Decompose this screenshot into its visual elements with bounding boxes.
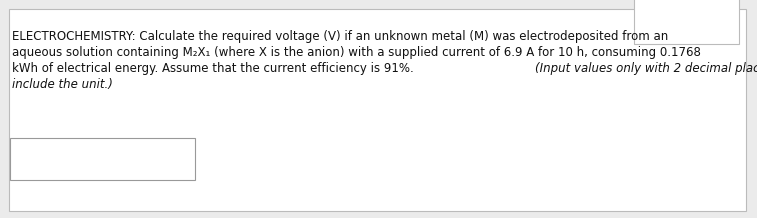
Text: aqueous solution containing M₂X₁ (where X is the anion) with a supplied current : aqueous solution containing M₂X₁ (where … [12,46,701,59]
Text: ELECTROCHEMISTRY: Calculate the required voltage (V) if an unknown metal (M) was: ELECTROCHEMISTRY: Calculate the required… [12,30,668,43]
Text: (Input values only with 2 decimal places. Do not: (Input values only with 2 decimal places… [535,62,757,75]
FancyBboxPatch shape [10,138,195,180]
Text: include the unit.): include the unit.) [12,78,113,91]
FancyBboxPatch shape [9,9,746,211]
FancyBboxPatch shape [634,0,739,44]
Text: kWh of electrical energy. Assume that the current efficiency is 91%.: kWh of electrical energy. Assume that th… [12,62,418,75]
